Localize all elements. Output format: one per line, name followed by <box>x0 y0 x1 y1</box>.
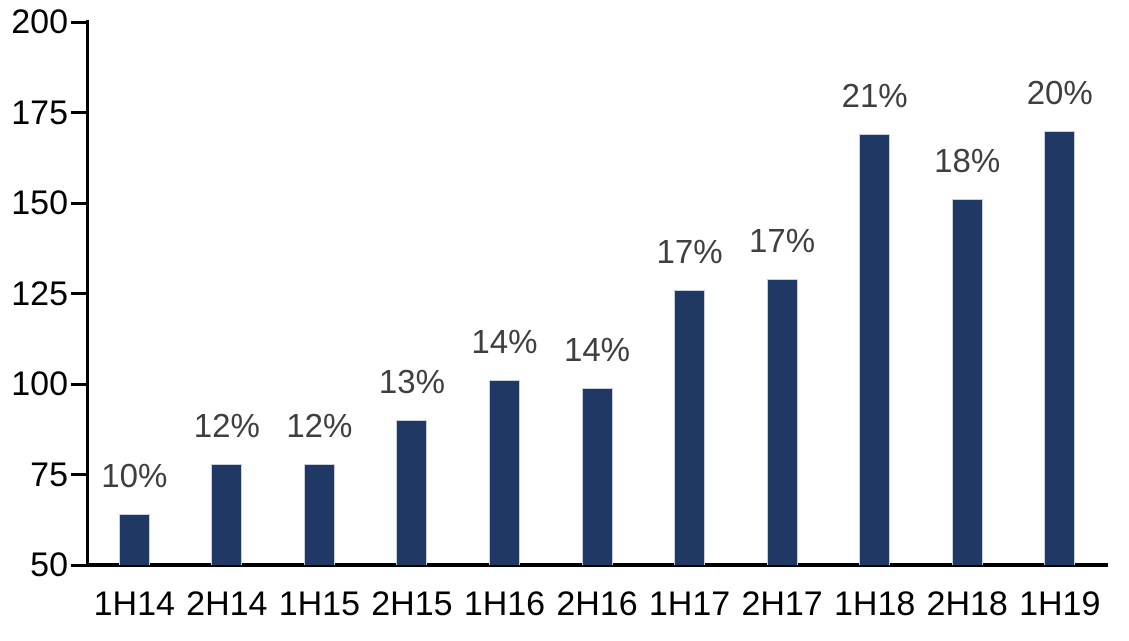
y-tick-label: 50 <box>30 546 68 584</box>
bar <box>396 420 428 565</box>
bar <box>674 289 706 565</box>
x-category-label: 1H15 <box>278 585 360 623</box>
y-tick-mark <box>71 563 88 567</box>
x-category-label: 1H19 <box>1019 585 1101 623</box>
y-tick-mark <box>71 382 88 386</box>
x-category-label: 2H18 <box>926 585 1008 623</box>
bar-value-label: 13% <box>378 363 445 401</box>
bar <box>766 279 798 565</box>
bar <box>951 199 983 565</box>
bar-value-label: 14% <box>563 330 631 368</box>
bar-value-label: 14% <box>471 323 538 361</box>
bar <box>303 463 335 565</box>
bar <box>581 387 613 565</box>
bar <box>859 134 891 565</box>
x-category-label: 2H14 <box>186 585 268 623</box>
bar <box>211 463 243 565</box>
bar-value-label: 12% <box>286 406 353 444</box>
x-category-label: 1H18 <box>833 585 916 623</box>
x-category-label: 2H16 <box>556 585 638 623</box>
y-tick-mark <box>71 20 88 24</box>
bar <box>118 514 150 565</box>
y-tick-label: 75 <box>30 455 68 494</box>
y-tick-label: 200 <box>11 3 68 41</box>
bar <box>488 380 520 565</box>
bar-value-label: 17% <box>656 232 723 270</box>
bar-value-label: 17% <box>749 222 816 260</box>
y-tick-mark <box>71 292 88 295</box>
bar-value-label: 18% <box>934 142 1001 180</box>
x-category-label: 2H15 <box>371 585 453 623</box>
y-tick-label: 150 <box>11 184 68 222</box>
bar-value-label: 21% <box>841 77 908 115</box>
y-tick-label: 100 <box>11 365 68 403</box>
y-tick-label: 125 <box>11 274 68 313</box>
y-tick-mark <box>71 111 88 114</box>
y-tick-label: 175 <box>11 93 68 132</box>
x-axis-line <box>86 563 1108 567</box>
bar-value-label: 10% <box>101 457 168 495</box>
bar <box>1044 130 1076 565</box>
y-tick-mark <box>71 201 88 205</box>
x-category-label: 1H17 <box>648 585 731 623</box>
x-category-label: 2H17 <box>741 585 823 623</box>
bar-value-label: 20% <box>1026 73 1093 111</box>
x-category-label: 1H16 <box>463 585 546 623</box>
x-category-label: 1H14 <box>93 585 175 623</box>
bar-value-label: 12% <box>193 406 260 444</box>
y-tick-mark <box>71 473 88 476</box>
